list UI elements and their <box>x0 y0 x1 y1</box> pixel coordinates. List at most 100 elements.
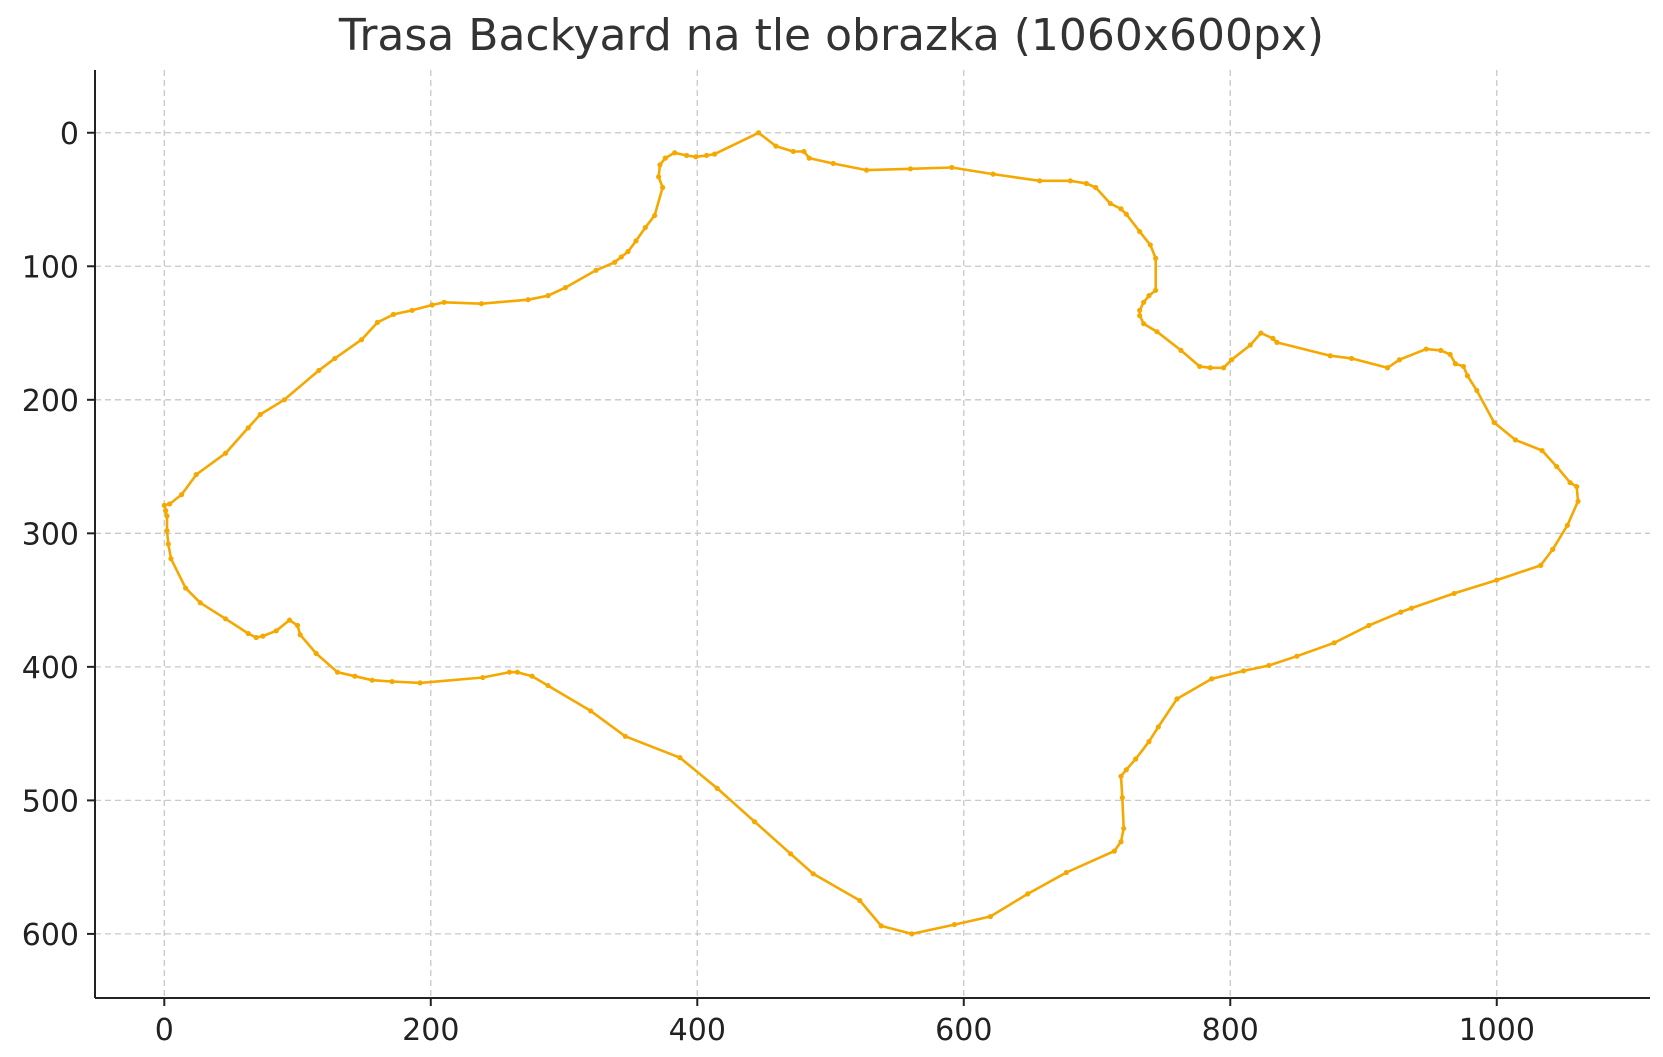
route-point <box>1270 335 1276 341</box>
route-point <box>1538 562 1544 568</box>
route-point <box>677 755 683 761</box>
route-point <box>1452 361 1459 367</box>
route-point <box>1123 767 1129 773</box>
route-point <box>281 397 287 403</box>
route-point <box>1274 339 1280 345</box>
route-point <box>1067 178 1073 184</box>
route-point <box>245 630 251 637</box>
route-point <box>1294 653 1300 659</box>
route-point <box>1174 696 1180 702</box>
route-point <box>693 154 699 160</box>
route-point <box>657 162 663 168</box>
route-line <box>163 131 1580 936</box>
route-point <box>193 471 199 478</box>
route-point <box>618 254 624 260</box>
route-point <box>222 450 229 456</box>
route-point <box>660 184 666 191</box>
route-point <box>429 302 435 308</box>
route-point <box>1121 825 1127 832</box>
route-point <box>369 677 375 683</box>
route-point <box>1146 293 1152 299</box>
route-point <box>949 164 955 171</box>
x-axis-ticks: 0 200 400 600 800 1000 <box>155 998 1535 1048</box>
route-point <box>878 923 884 929</box>
route-point <box>525 297 531 303</box>
route-point <box>790 148 796 155</box>
route-point <box>1327 353 1333 359</box>
route-point <box>990 171 996 177</box>
route-point <box>622 733 628 739</box>
chart-title: Trasa Backyard na tle obrazka (1060x600p… <box>338 10 1325 61</box>
route-point <box>662 155 668 161</box>
route-point <box>389 678 395 685</box>
route-point <box>480 674 486 681</box>
route-point <box>612 259 618 265</box>
route-point <box>801 148 807 155</box>
route-point <box>164 513 170 519</box>
route-point <box>1118 839 1124 845</box>
route-point <box>712 151 718 157</box>
route-point <box>286 617 293 623</box>
route-point <box>1118 773 1124 779</box>
route-point <box>806 155 812 161</box>
route-point <box>810 871 816 877</box>
route-point <box>1451 590 1457 597</box>
route-point <box>1093 184 1099 191</box>
grid-lines <box>95 70 1650 998</box>
route-point <box>441 299 447 305</box>
route-point <box>1348 355 1355 362</box>
x-tick-label: 200 <box>402 1013 459 1048</box>
route-point <box>1137 307 1143 313</box>
route-point <box>704 152 710 159</box>
route-point <box>1247 342 1253 348</box>
series-layer <box>161 130 1581 937</box>
route-point <box>1107 200 1113 207</box>
x-tick-label: 400 <box>669 1013 726 1048</box>
route-point <box>1258 330 1264 336</box>
route-point <box>167 501 173 507</box>
route-point <box>751 819 758 825</box>
x-tick-label: 1000 <box>1459 1013 1535 1048</box>
route-point <box>1207 365 1213 371</box>
route-point <box>1137 228 1143 235</box>
route-point <box>1221 365 1227 371</box>
route-point <box>297 632 303 638</box>
route-point <box>313 650 319 657</box>
route-point <box>1447 351 1453 358</box>
route-point <box>1141 321 1147 327</box>
route-point <box>1460 363 1467 370</box>
route-point <box>1083 180 1089 187</box>
route-point <box>222 616 229 622</box>
y-tick-label: 100 <box>22 250 79 285</box>
route-point <box>951 921 958 928</box>
y-tick-label: 600 <box>22 918 79 953</box>
route-point <box>253 634 259 641</box>
route-point <box>625 248 631 255</box>
route-point <box>656 174 662 180</box>
route-point <box>390 311 397 317</box>
route-point <box>1574 483 1580 490</box>
route-point <box>987 913 994 920</box>
route-point <box>334 669 341 675</box>
route-point <box>1474 387 1480 394</box>
route-point <box>1146 739 1152 745</box>
route-point <box>1554 463 1560 470</box>
route-point <box>1396 357 1403 363</box>
route-point <box>161 502 167 508</box>
route-point <box>672 150 678 156</box>
route-point <box>245 425 251 431</box>
route-point <box>316 367 322 374</box>
route-point <box>1464 373 1471 379</box>
route-point <box>1494 577 1500 583</box>
route-point <box>514 669 520 675</box>
x-tick-label: 800 <box>1202 1013 1259 1048</box>
route-point <box>1567 479 1573 486</box>
route-point <box>183 585 189 591</box>
y-tick-label: 400 <box>22 651 79 686</box>
route-point <box>1331 640 1337 646</box>
route-point <box>1141 299 1147 305</box>
route-point <box>1423 346 1429 352</box>
route-point <box>909 931 915 937</box>
route-point <box>352 673 358 679</box>
route-point <box>409 307 415 313</box>
